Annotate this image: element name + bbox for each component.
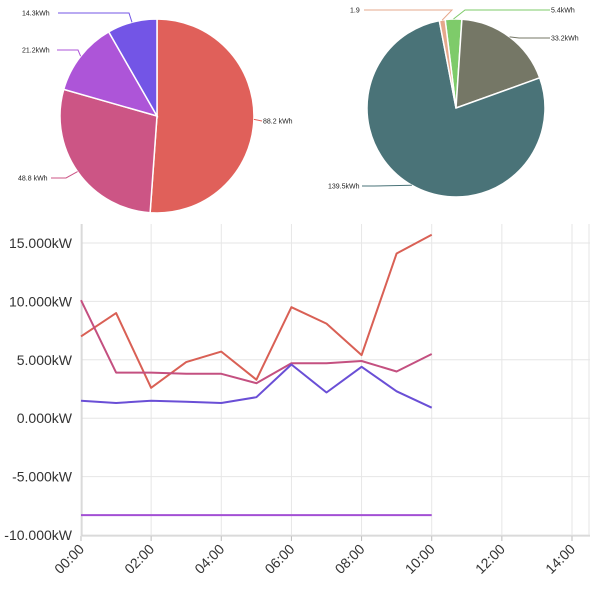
pie-slice-label: 5.4kWh	[551, 8, 575, 15]
y-tick-label: -5.000kW	[12, 469, 73, 485]
x-tick-label: 08:00	[332, 541, 368, 577]
x-tick-label: 04:00	[191, 541, 227, 577]
series-layer	[80, 233, 433, 517]
pie-slice-label: 139.5kWh	[328, 184, 360, 191]
x-tick-label: 12:00	[472, 541, 508, 577]
y-tick-label: 5.000kW	[17, 352, 73, 368]
pie-chart-right: 5.4kWh 33.2kWh 139.5kWh 1.9	[328, 8, 579, 198]
pie-leader-line	[453, 9, 550, 20]
pie-chart-left: 88.2 kWh 48.8 kWh 21.2kWh 14.3kWh	[18, 11, 293, 214]
grid-layer	[80, 224, 590, 536]
pie-slice	[366, 19, 546, 198]
pie-slice-label: 33.2kWh	[551, 36, 579, 43]
series-line	[80, 299, 433, 385]
pie-slice	[62, 30, 159, 118]
x-tick-label: 14:00	[542, 541, 578, 577]
pie-leader-line	[51, 171, 78, 179]
y-tick-label: -10.000kW	[4, 527, 72, 543]
x-tick-label: 00:00	[51, 541, 87, 577]
pie-leader-line	[57, 49, 82, 57]
y-tick-label: 15.000kW	[9, 235, 73, 251]
pie-slice-label: 14.3kWh	[22, 11, 50, 18]
pie-leader-line	[58, 12, 133, 23]
pie-slice-label: 88.2 kWh	[263, 119, 293, 126]
x-tick-label: 06:00	[261, 541, 297, 577]
pie-leader-line	[509, 36, 550, 39]
x-tick-label: 10:00	[402, 541, 438, 577]
pie-leader-line	[253, 118, 263, 122]
pie-slice-label: 1.9	[350, 8, 360, 15]
pie-slice	[455, 18, 541, 110]
y-tick-label: 10.000kW	[9, 293, 73, 309]
pie-slice	[149, 18, 255, 214]
y-tick-label: 0.000kW	[17, 410, 73, 426]
line-chart: -10.000kW -5.000kW 0.000kW 5.000kW 10.000kW 1…	[4, 224, 590, 577]
pie-leader-line	[364, 9, 454, 21]
pie-leader-line	[362, 184, 412, 187]
series-line	[80, 233, 433, 389]
pie-slice-label: 21.2kWh	[22, 48, 50, 55]
pie-slice-label: 48.8 kWh	[18, 176, 48, 183]
x-tick-label: 02:00	[121, 541, 157, 577]
pie-slice	[107, 18, 158, 119]
series-line	[80, 363, 433, 409]
